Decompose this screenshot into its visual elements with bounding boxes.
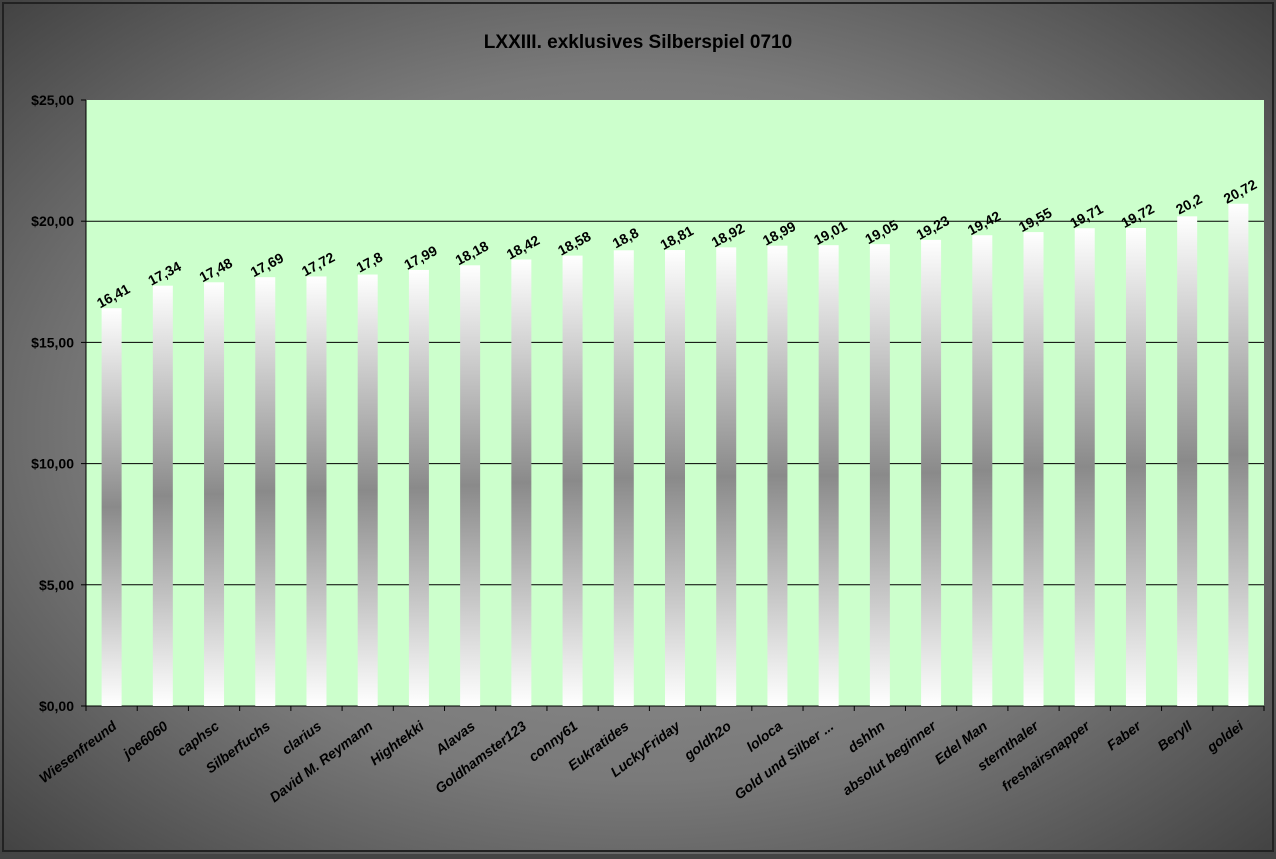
bar xyxy=(511,259,532,706)
bar xyxy=(613,250,634,706)
y-tick-label: $0,00 xyxy=(39,698,74,714)
bar xyxy=(818,245,839,706)
bar xyxy=(921,239,942,706)
bar xyxy=(767,245,788,706)
bar xyxy=(972,235,993,706)
bar xyxy=(152,285,173,706)
chart-title: LXXIII. exklusives Silberspiel 0710 xyxy=(484,32,792,53)
bar xyxy=(716,247,737,706)
y-tick-label: $10,00 xyxy=(31,456,74,472)
bar xyxy=(357,274,378,706)
bar xyxy=(665,250,685,706)
bar xyxy=(1228,203,1249,706)
bar xyxy=(562,255,583,707)
bar xyxy=(255,277,276,706)
bar xyxy=(1125,227,1146,707)
y-tick-label: $25,00 xyxy=(31,92,74,108)
plot-area: $0,00$5,00$10,00$15,00$20,00$25,0016,41W… xyxy=(31,92,1265,805)
bar xyxy=(306,276,327,706)
bar xyxy=(869,244,890,706)
bar xyxy=(1074,228,1095,706)
bar xyxy=(408,269,429,706)
y-tick-label: $15,00 xyxy=(31,334,74,350)
bar xyxy=(1177,216,1198,707)
y-tick-label: $20,00 xyxy=(31,213,74,229)
bar xyxy=(1023,232,1044,706)
bar xyxy=(101,308,122,706)
bar xyxy=(204,282,225,706)
y-tick-label: $5,00 xyxy=(39,577,74,593)
bar xyxy=(460,265,481,706)
